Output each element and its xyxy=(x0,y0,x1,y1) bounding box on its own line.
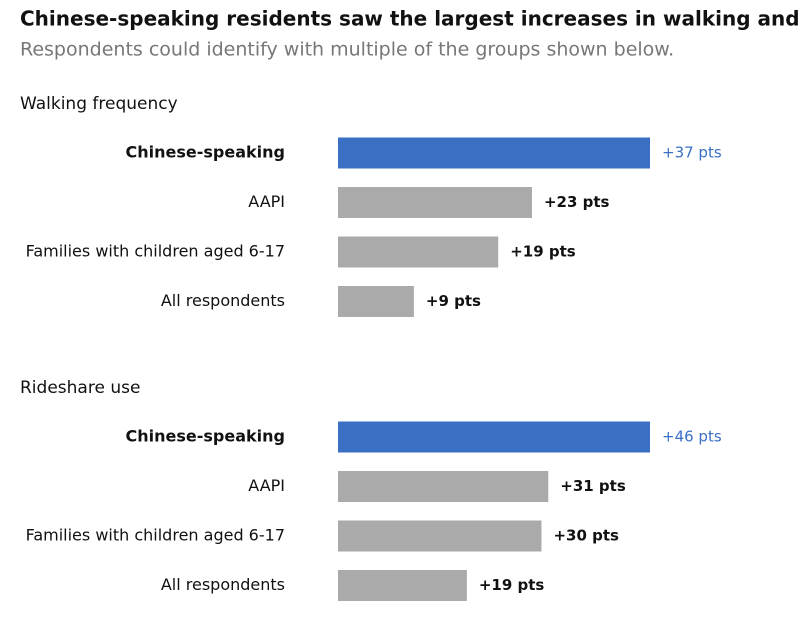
bar xyxy=(338,520,542,552)
bar xyxy=(338,286,414,317)
category-label: Families with children aged 6-17 xyxy=(26,526,285,545)
category-label: Chinese-speaking xyxy=(126,143,285,162)
value-label: +19 pts xyxy=(479,576,545,594)
category-label: Families with children aged 6-17 xyxy=(26,242,285,261)
category-label: AAPI xyxy=(248,476,285,495)
value-label: +30 pts xyxy=(553,527,619,545)
category-label: Chinese-speaking xyxy=(126,427,285,446)
value-label: +37 pts xyxy=(662,144,722,162)
chart-title: Chinese-speaking residents saw the large… xyxy=(20,7,800,31)
bar xyxy=(338,471,549,502)
section-title: Walking frequency xyxy=(20,94,178,114)
value-label: +9 pts xyxy=(426,292,481,310)
category-label: All respondents xyxy=(161,291,285,310)
bar xyxy=(338,187,532,218)
bar xyxy=(338,137,650,169)
category-label: AAPI xyxy=(248,192,285,211)
bar xyxy=(338,236,499,268)
value-label: +23 pts xyxy=(544,193,610,211)
chart-subtitle: Respondents could identify with multiple… xyxy=(20,39,674,61)
category-label: All respondents xyxy=(161,575,285,594)
bar xyxy=(338,421,650,453)
value-label: +31 pts xyxy=(560,477,626,495)
value-label: +19 pts xyxy=(510,243,576,261)
section-title: Rideshare use xyxy=(20,378,140,398)
bar xyxy=(338,570,467,601)
value-label: +46 pts xyxy=(662,428,722,446)
